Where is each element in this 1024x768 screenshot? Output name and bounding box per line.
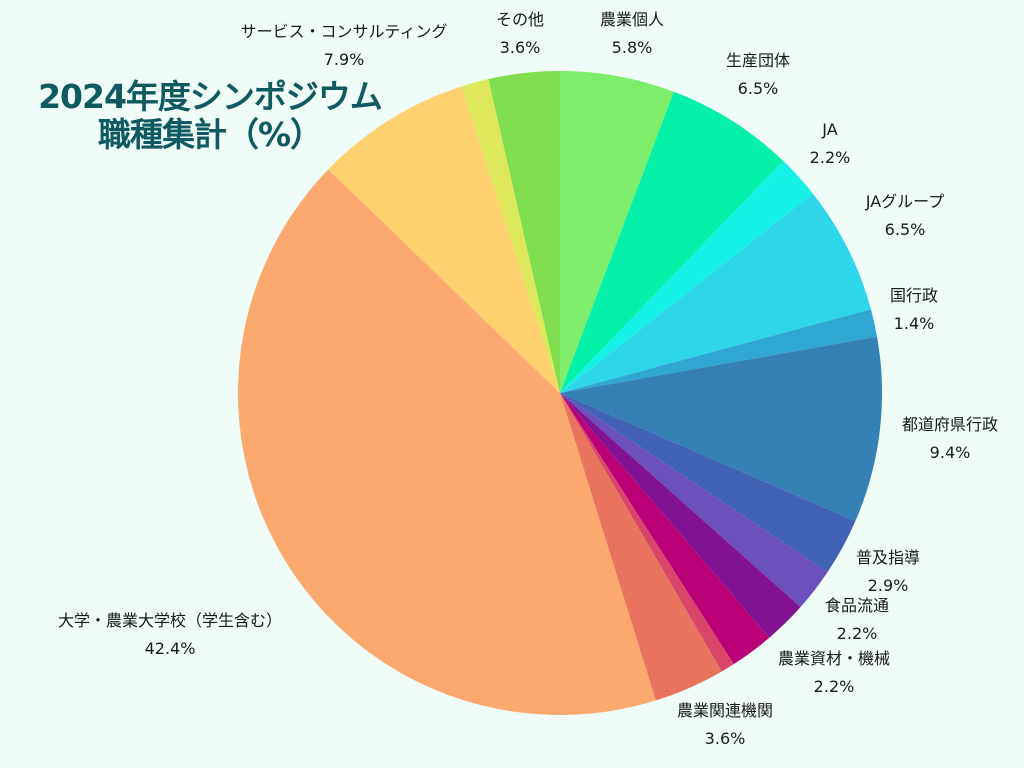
pie-slice bbox=[560, 160, 813, 393]
slice-label: 農業個人 bbox=[600, 10, 664, 29]
slice-label: 大学・農業大学校（学生含む） bbox=[58, 611, 282, 630]
slice-value-label: 3.6% bbox=[705, 729, 746, 748]
slice-value-label: 6.5% bbox=[885, 220, 926, 239]
slice-label: サービス・コンサルティング bbox=[240, 22, 447, 41]
slice-value-label: 6.5% bbox=[738, 79, 779, 98]
slice-label: 国行政 bbox=[890, 286, 938, 305]
pie-slice bbox=[560, 393, 801, 638]
slice-value-label: 7.9% bbox=[324, 50, 365, 69]
slice-label: 都道府県行政 bbox=[902, 415, 998, 434]
pie-slice bbox=[560, 393, 770, 665]
pie-slice bbox=[238, 169, 656, 715]
pie-slice bbox=[560, 193, 871, 393]
pie-slice bbox=[560, 393, 734, 672]
pie-slice bbox=[560, 336, 882, 522]
slice-label: 食品流通 bbox=[825, 596, 889, 615]
slice-value-label: 5.8% bbox=[612, 38, 653, 57]
chart-title: 2024年度シンポジウム 職種集計（%） bbox=[30, 78, 390, 154]
slice-value-label: 1.4% bbox=[894, 314, 935, 333]
slice-value-label: 2.2% bbox=[810, 148, 851, 167]
pie-labels: 農業個人 5.8% 生産団体 6.5% JA 2.2% JAグループ 6.5% 国行政 1.4% 都… bbox=[58, 10, 998, 748]
slice-label: 普及指導 bbox=[856, 548, 920, 567]
pie-slice bbox=[560, 309, 878, 393]
slice-value-label: 3.6% bbox=[500, 38, 541, 57]
pie-slice bbox=[560, 393, 722, 701]
pie-slices bbox=[238, 71, 882, 715]
slice-label: 生産団体 bbox=[726, 51, 790, 70]
slice-label: JAグループ bbox=[865, 192, 944, 211]
slice-label: その他 bbox=[496, 10, 544, 29]
chart-title-line2: 職種集計（%） bbox=[97, 115, 323, 154]
pie-slice bbox=[461, 79, 560, 393]
slice-label: 農業資材・機械 bbox=[778, 649, 890, 668]
pie-slice bbox=[560, 71, 674, 393]
pie-slice bbox=[560, 393, 856, 573]
pie-slice bbox=[560, 91, 784, 393]
slice-value-label: 9.4% bbox=[930, 443, 971, 462]
slice-value-label: 42.4% bbox=[145, 639, 196, 658]
pie-slice bbox=[560, 393, 828, 608]
slice-value-label: 2.2% bbox=[837, 624, 878, 643]
slice-value-label: 2.9% bbox=[868, 576, 909, 595]
slice-value-label: 2.2% bbox=[814, 677, 855, 696]
pie-slice bbox=[488, 71, 560, 393]
slice-label: JA bbox=[821, 120, 837, 139]
slice-label: 農業関連機関 bbox=[677, 701, 773, 720]
chart-title-line1: 2024年度シンポジウム bbox=[38, 77, 383, 116]
pie-slice bbox=[328, 86, 560, 393]
